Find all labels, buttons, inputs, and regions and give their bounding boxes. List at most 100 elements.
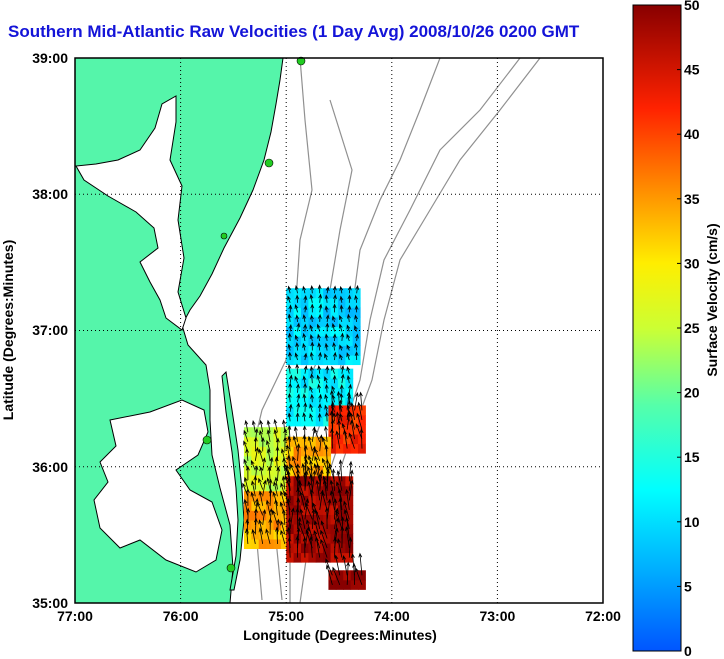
- velocity-arrow: [288, 382, 293, 393]
- velocity-cell: [308, 387, 317, 398]
- velocity-arrow: [288, 304, 293, 313]
- velocity-arrow: [295, 294, 300, 303]
- velocity-arrow: [302, 434, 307, 452]
- velocity-cell: [280, 500, 289, 511]
- velocity-arrow: [280, 448, 286, 461]
- velocity-arrow: [324, 404, 329, 412]
- velocity-arrow: [318, 351, 322, 361]
- colorbar-tick-label: 50: [684, 0, 700, 13]
- velocity-arrow: [354, 294, 359, 303]
- velocity-arrow: [297, 516, 302, 539]
- velocity-arrow: [254, 446, 259, 461]
- velocity-arrow: [319, 469, 324, 491]
- velocity-cell: [293, 436, 302, 447]
- velocity-arrow: [289, 507, 295, 530]
- velocity-cell: [293, 335, 302, 346]
- y-tick-label: 37:00: [32, 322, 68, 338]
- velocity-arrow: [336, 390, 341, 411]
- velocity-arrow: [333, 294, 337, 303]
- velocity-arrow: [354, 314, 358, 322]
- velocity-arrow: [346, 333, 351, 342]
- velocity-cell: [293, 378, 302, 389]
- velocity-cell: [335, 414, 344, 426]
- velocity-cell: [345, 485, 354, 496]
- velocity-arrow: [358, 391, 363, 411]
- velocity-arrow: [335, 411, 341, 430]
- velocity-arrow: [355, 567, 363, 585]
- velocity-arrow: [305, 502, 313, 520]
- velocity-cell: [293, 455, 302, 466]
- y-axis: 39:00 38:00 37:00 36:00 35:00 Latitude (…: [0, 50, 68, 611]
- pamlico-sound: [93, 399, 223, 573]
- velocity-arrow: [325, 314, 330, 322]
- velocity-arrow: [347, 304, 352, 313]
- velocity-arrow: [346, 561, 350, 585]
- velocity-arrow: [253, 517, 258, 535]
- x-tick-label: 72:00: [585, 608, 621, 624]
- velocity-arrow: [324, 411, 329, 422]
- velocity-arrow: [321, 491, 328, 511]
- velocity-arrow: [295, 363, 300, 374]
- velocity-arrow: [287, 425, 292, 442]
- velocity-arrow: [309, 413, 313, 422]
- velocity-arrow: [319, 434, 323, 452]
- velocity-arrow: [251, 480, 256, 497]
- velocity-arrow: [266, 429, 271, 442]
- velocity-cell: [330, 326, 339, 337]
- velocity-arrow: [346, 374, 351, 384]
- velocity-arrow: [296, 402, 301, 412]
- x-axis-label: Longitude (Degrees:Minutes): [243, 627, 437, 643]
- velocity-arrow: [266, 419, 271, 433]
- velocity-arrow: [302, 412, 307, 422]
- velocity-arrow: [317, 333, 321, 342]
- x-tick-label: 73:00: [479, 608, 515, 624]
- velocity-cell: [293, 387, 302, 398]
- velocity-arrow: [258, 490, 264, 506]
- velocity-cell: [323, 446, 332, 457]
- y-tick-label: 39:00: [32, 50, 68, 66]
- velocity-cell: [308, 335, 317, 346]
- velocity-arrow: [280, 520, 286, 535]
- velocity-arrow: [279, 501, 286, 516]
- plot-frame: [74, 57, 604, 604]
- velocity-arrow: [258, 527, 264, 545]
- velocity-cell: [308, 316, 317, 327]
- velocity-arrow: [283, 428, 288, 442]
- colorbar-label: Surface Velocity (cm/s): [704, 223, 720, 376]
- velocity-arrow: [254, 427, 259, 442]
- station-marker: [220, 232, 228, 240]
- velocity-arrow: [259, 429, 264, 442]
- velocity-arrow: [355, 284, 360, 294]
- colorbar-tick-label: 40: [684, 126, 700, 142]
- velocity-cell: [293, 288, 302, 299]
- velocity-arrow: [325, 564, 333, 585]
- velocity-arrow: [288, 323, 293, 332]
- velocity-arrow: [302, 314, 307, 322]
- velocity-arrow: [343, 500, 350, 520]
- velocity-arrow: [287, 332, 292, 342]
- velocity-arrow: [276, 518, 281, 535]
- velocity-cell: [308, 455, 317, 466]
- velocity-cell: [308, 307, 317, 318]
- velocity-arrow: [274, 476, 279, 490]
- velocity-cell: [345, 552, 354, 563]
- colorbar-tick-label: 5: [684, 578, 692, 594]
- velocity-cell: [323, 335, 332, 346]
- colorbar-gradient: [632, 4, 682, 652]
- velocity-arrow: [259, 466, 264, 481]
- velocity-arrow: [335, 430, 341, 449]
- velocity-arrow: [334, 517, 340, 539]
- station-marker: [296, 56, 306, 66]
- velocity-cell: [308, 465, 317, 476]
- velocity-cell: [308, 378, 317, 389]
- velocity-cell: [345, 307, 354, 318]
- velocity-cell: [323, 355, 332, 366]
- velocity-arrow: [346, 352, 351, 361]
- velocity-arrow: [303, 364, 308, 374]
- velocity-arrow: [251, 419, 256, 433]
- velocity-cell: [266, 529, 275, 540]
- velocity-arrow: [302, 375, 307, 384]
- velocity-arrow: [290, 463, 298, 482]
- velocity-arrow: [310, 303, 315, 313]
- velocity-cell: [293, 326, 302, 337]
